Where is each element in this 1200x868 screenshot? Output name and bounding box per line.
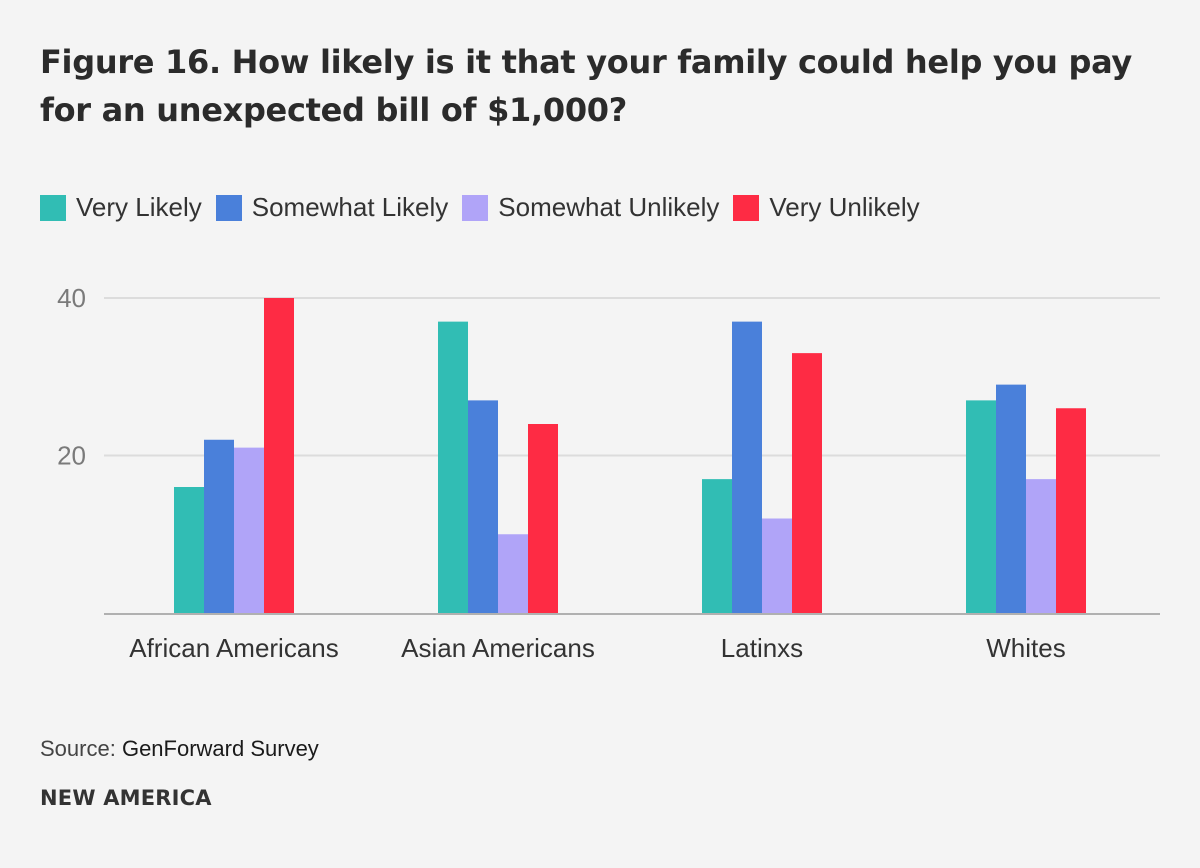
chart-title: Figure 16. How likely is it that your fa…	[40, 43, 1132, 129]
brand-logo-text: NEW AMERICA	[40, 786, 212, 810]
bar-somewhat-likely	[732, 321, 762, 613]
bar-very-unlikely	[1056, 408, 1086, 613]
source-prefix: Source:	[40, 736, 116, 761]
x-category-label: African Americans	[129, 633, 339, 663]
legend-swatch	[40, 194, 66, 221]
source-name: GenForward Survey	[121, 736, 319, 761]
bar-very-unlikely	[264, 298, 294, 613]
legend-label: Very Likely	[76, 192, 202, 222]
legend-label: Somewhat Likely	[251, 192, 449, 222]
legend-swatch	[215, 194, 242, 221]
legend-item-somewhat-unlikely: Somewhat Unlikely	[462, 192, 719, 223]
bar-somewhat-likely	[204, 439, 234, 613]
x-category-label: Whites	[986, 633, 1065, 663]
y-tick-label: 20	[57, 441, 86, 471]
bar-somewhat-unlikely	[498, 534, 528, 613]
legend-label: Somewhat Unlikely	[498, 192, 720, 222]
bar-very-likely	[174, 487, 204, 613]
bar-very-likely	[702, 479, 732, 613]
bar-somewhat-likely	[996, 384, 1026, 613]
legend-item-very-likely: Very Likely	[40, 192, 202, 223]
legend-label: Very Unlikely	[769, 192, 920, 222]
bar-very-likely	[438, 321, 468, 613]
x-category-label: Asian Americans	[401, 633, 595, 663]
bar-very-likely	[966, 400, 996, 613]
legend: Very Likely Somewhat Likely Somewhat Unl…	[40, 192, 934, 223]
y-tick-label: 40	[57, 283, 86, 313]
bar-very-unlikely	[528, 424, 558, 613]
bar-very-unlikely	[792, 353, 822, 613]
legend-item-very-unlikely: Very Unlikely	[733, 192, 920, 223]
bar-somewhat-unlikely	[234, 447, 264, 613]
legend-swatch	[733, 194, 760, 221]
legend-swatch	[462, 194, 489, 221]
source-note: Source: GenForward Survey	[40, 736, 319, 762]
bar-somewhat-likely	[468, 400, 498, 613]
x-category-label: Latinxs	[721, 633, 803, 663]
bar-somewhat-unlikely	[1026, 479, 1056, 613]
legend-item-somewhat-likely: Somewhat Likely	[215, 192, 449, 223]
bar-somewhat-unlikely	[762, 518, 792, 613]
